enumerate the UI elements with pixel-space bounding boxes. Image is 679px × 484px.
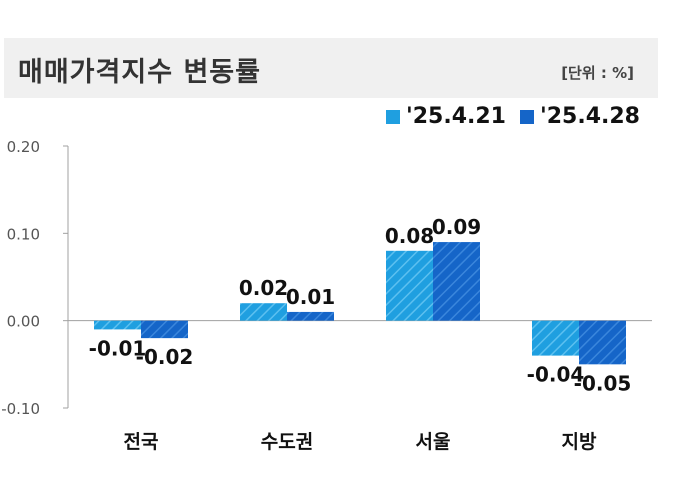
category-label: 수도권: [261, 431, 313, 453]
legend-label-series-1: '25.4.21: [406, 104, 506, 129]
bar-series-1-3: [386, 250, 433, 321]
data-label-series-2-1: -0.02: [136, 345, 194, 369]
bar-series-1-1: [94, 320, 141, 330]
legend-swatch-series-1: [386, 109, 400, 124]
category-label: 전국: [124, 431, 159, 453]
data-label-series-1-1: -0.01: [89, 336, 147, 360]
chart-title: 매매가격지수 변동률: [18, 57, 261, 88]
legend-item-series-2: '25.4.28: [520, 104, 640, 129]
legend-label-series-2: '25.4.28: [540, 104, 640, 129]
title-bar: 매매가격지수 변동률 [단위 : %]: [4, 38, 658, 98]
unit-label: [단위 : %]: [561, 64, 634, 82]
bar-series-2-1: [141, 320, 188, 339]
legend: '25.4.21 '25.4.28: [386, 104, 654, 129]
bar-series-2-3: [433, 242, 480, 321]
y-tick-label: 0.10: [7, 225, 40, 243]
legend-item-series-1: '25.4.21: [386, 104, 506, 129]
y-tick-label: 0.00: [7, 313, 40, 331]
legend-swatch-series-2: [520, 109, 534, 124]
category-label: 서울: [416, 431, 451, 453]
bar-series-1-4: [532, 320, 579, 356]
bar-series-2-4: [579, 320, 626, 365]
data-label-series-2-2: 0.01: [286, 285, 335, 309]
data-label-series-1-4: -0.04: [527, 363, 585, 387]
bar-series-1-2: [240, 303, 287, 321]
category-label: 지방: [562, 431, 597, 453]
data-label-series-2-3: 0.09: [432, 215, 481, 239]
bar-series-2-2: [287, 311, 334, 321]
y-tick-label: 0.20: [7, 138, 40, 156]
data-label-series-1-2: 0.02: [239, 276, 288, 300]
y-tick-label: -0.10: [1, 400, 40, 418]
data-label-series-1-3: 0.08: [385, 224, 434, 248]
data-label-series-2-4: -0.05: [574, 371, 632, 395]
